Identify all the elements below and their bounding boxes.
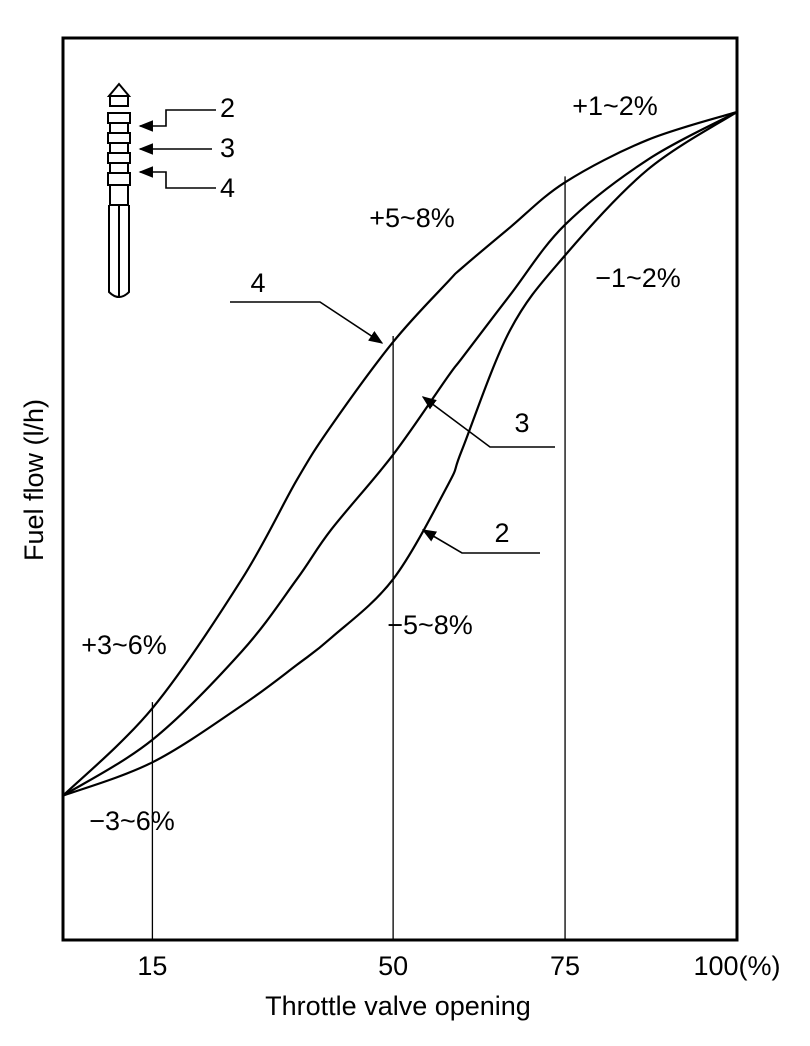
x-tick-label: 75 (550, 951, 580, 981)
annotation: +1~2% (572, 91, 658, 121)
x-tick-label: 15 (137, 951, 167, 981)
x-tick-label: 100(%) (693, 951, 780, 981)
annotation: +3~6% (81, 630, 167, 660)
curve (62, 110, 738, 797)
needle-pointers (138, 109, 216, 189)
series-label: 3 (514, 408, 529, 438)
annotation: +5~8% (369, 203, 455, 233)
leader-line (230, 301, 384, 344)
x-tick-label: 50 (378, 951, 408, 981)
needle-label: 3 (220, 133, 235, 163)
needle-label: 4 (220, 173, 235, 203)
curve (62, 111, 738, 797)
plot-frame (61, 36, 739, 942)
annotation: −1~2% (595, 263, 681, 293)
leader-line (421, 396, 555, 448)
x-axis-label: Throttle valve opening (265, 991, 531, 1021)
y-axis-label: Fuel flow (l/h) (19, 399, 49, 561)
annotation: −3~6% (89, 806, 175, 836)
needle-icon (106, 82, 132, 298)
needle-label: 2 (220, 93, 235, 123)
series-label: 2 (494, 518, 509, 548)
leader-line (421, 529, 540, 554)
annotation: −5~8% (387, 610, 473, 640)
curve (62, 110, 738, 797)
series-label: 4 (250, 268, 265, 298)
